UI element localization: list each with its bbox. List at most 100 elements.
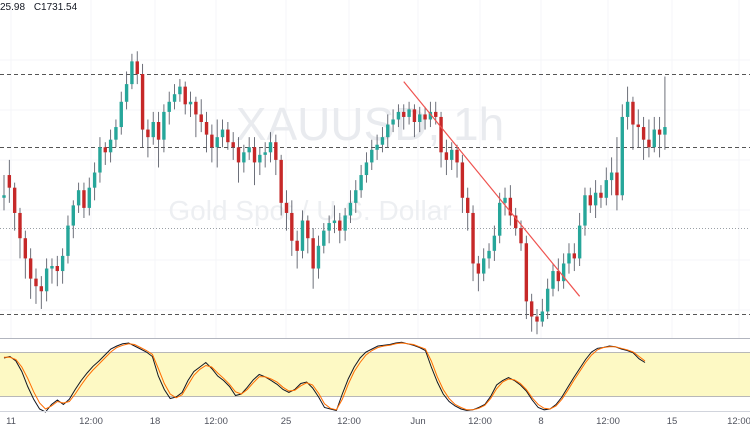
candle[interactable] (588, 187, 592, 213)
candle[interactable] (135, 51, 139, 85)
candle[interactable] (450, 142, 454, 170)
candle[interactable] (18, 207, 22, 259)
candle[interactable] (529, 293, 534, 332)
candle[interactable] (620, 104, 624, 201)
candle[interactable] (476, 255, 481, 292)
candle[interactable] (119, 91, 123, 135)
candle[interactable] (540, 298, 545, 327)
candle[interactable] (108, 129, 113, 163)
candle[interactable] (439, 111, 443, 168)
candle[interactable] (503, 187, 507, 216)
candle[interactable] (242, 144, 246, 173)
candle[interactable] (274, 134, 278, 176)
candle[interactable] (348, 190, 353, 224)
candle[interactable] (567, 243, 571, 274)
candle[interactable] (7, 159, 12, 203)
candle[interactable] (55, 255, 59, 287)
candle[interactable] (103, 142, 107, 165)
candle[interactable] (370, 139, 374, 170)
candle[interactable] (641, 116, 646, 160)
candle[interactable] (50, 258, 54, 284)
candle[interactable] (87, 177, 91, 216)
candle[interactable] (220, 119, 225, 148)
candle[interactable] (204, 111, 209, 153)
candle[interactable] (311, 228, 315, 289)
candle[interactable] (380, 127, 385, 153)
candle[interactable] (252, 137, 257, 186)
candle[interactable] (12, 182, 17, 231)
candle[interactable] (412, 104, 417, 138)
candle[interactable] (210, 124, 214, 163)
stochastic-lines[interactable] (3, 341, 646, 413)
candle[interactable] (535, 308, 539, 335)
candle[interactable] (497, 192, 502, 244)
candle[interactable] (279, 154, 283, 216)
candle[interactable] (593, 180, 598, 218)
candle[interactable] (28, 248, 33, 299)
candle[interactable] (636, 109, 640, 148)
candle[interactable] (172, 84, 177, 110)
candle[interactable] (167, 91, 171, 125)
candles[interactable] (2, 51, 667, 335)
candle[interactable] (236, 137, 241, 183)
candle[interactable] (471, 205, 475, 282)
candle[interactable] (130, 53, 134, 90)
candle[interactable] (556, 258, 561, 292)
candle[interactable] (114, 119, 118, 148)
candle[interactable] (231, 132, 235, 160)
candle[interactable] (551, 263, 555, 297)
candle[interactable] (268, 132, 273, 163)
candle[interactable] (295, 230, 299, 269)
candle[interactable] (631, 96, 635, 150)
candle[interactable] (98, 137, 102, 183)
candle[interactable] (2, 175, 6, 211)
candle[interactable] (407, 101, 411, 125)
candle[interactable] (300, 210, 305, 259)
candle[interactable] (604, 167, 608, 206)
candle[interactable] (23, 230, 28, 279)
candle[interactable] (247, 137, 251, 160)
candle[interactable] (92, 162, 97, 201)
candle[interactable] (482, 248, 486, 282)
candle[interactable] (188, 91, 193, 117)
candle[interactable] (583, 187, 587, 236)
candle[interactable] (354, 180, 358, 213)
candle[interactable] (375, 134, 379, 160)
candle[interactable] (487, 243, 491, 269)
candle[interactable] (290, 200, 294, 256)
candle[interactable] (599, 185, 603, 208)
candle[interactable] (647, 119, 651, 158)
candle[interactable] (71, 200, 75, 239)
candle[interactable] (183, 81, 187, 115)
candle[interactable] (444, 139, 449, 176)
candle[interactable] (615, 137, 619, 211)
candle[interactable] (513, 207, 518, 236)
candle[interactable] (226, 122, 230, 150)
candle[interactable] (663, 76, 667, 150)
candle[interactable] (343, 207, 347, 241)
candle[interactable] (151, 111, 155, 145)
candle[interactable] (178, 79, 182, 102)
candle[interactable] (316, 235, 321, 279)
stochastic-line[interactable] (3, 341, 646, 413)
candle[interactable] (492, 225, 497, 261)
candle[interactable] (322, 223, 326, 254)
candle[interactable] (332, 205, 337, 234)
candle[interactable] (391, 109, 395, 133)
candle[interactable] (60, 248, 65, 284)
candle[interactable] (466, 187, 470, 231)
candle[interactable] (76, 182, 81, 213)
candle[interactable] (327, 215, 331, 244)
candle[interactable] (460, 154, 465, 213)
candle[interactable] (423, 106, 427, 130)
candle[interactable] (194, 96, 198, 138)
candle[interactable] (545, 278, 550, 320)
trendline-layer[interactable] (403, 81, 581, 297)
candle[interactable] (162, 104, 166, 153)
candle[interactable] (306, 215, 310, 254)
candle[interactable] (44, 258, 49, 302)
candle[interactable] (66, 215, 70, 264)
candle[interactable] (215, 119, 219, 168)
time-axis[interactable]: 11 12:00 18 12:00 25 12:00 Jun 12:00 8 12:00 15 12:… (6, 416, 750, 427)
candle[interactable] (359, 164, 363, 198)
